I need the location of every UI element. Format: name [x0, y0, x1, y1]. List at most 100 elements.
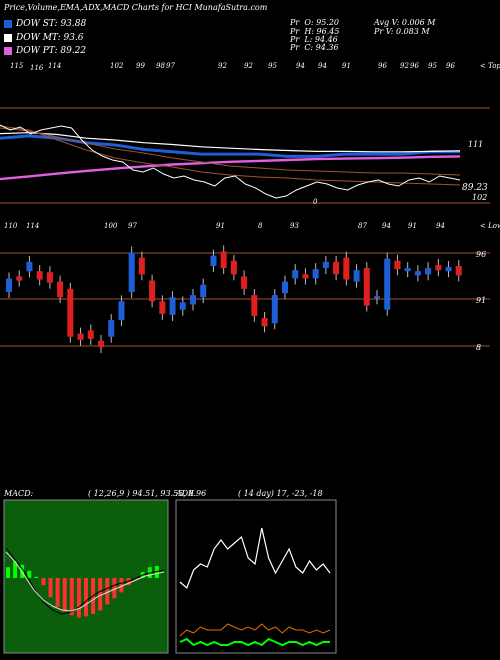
stat-low: Pr L: 94.46	[290, 35, 338, 44]
ema-line-2	[0, 155, 461, 181]
candle-body	[220, 251, 227, 269]
tops-label: 95	[428, 62, 437, 70]
stat-high: Pr H: 96.45	[290, 27, 340, 36]
tops-label: 92	[244, 62, 253, 70]
tops-label: 114	[48, 62, 62, 70]
tops-label: 102	[110, 62, 124, 70]
candle-body	[26, 261, 33, 272]
candle-body	[435, 264, 442, 271]
candle-body	[414, 271, 421, 276]
adx-title: ADX	[176, 489, 194, 498]
macd-bar	[13, 561, 18, 578]
candle-body	[312, 269, 319, 279]
tops-label: 92	[218, 62, 227, 70]
legend-swatch-st	[4, 20, 12, 28]
lows-label: 8	[258, 222, 263, 230]
adx-line-0	[179, 527, 331, 590]
candle-body	[230, 260, 237, 275]
legend-swatch-mt	[4, 34, 12, 42]
candle-body	[87, 330, 94, 339]
ema-line-1	[0, 132, 461, 153]
candle-body	[46, 272, 53, 283]
candle-body	[67, 288, 74, 337]
adx-panel	[175, 499, 337, 654]
right-label-111: 111	[468, 140, 484, 149]
candle-body	[6, 278, 12, 292]
adx-line-2	[179, 637, 330, 647]
candle-body	[210, 255, 217, 266]
macd-bar	[98, 578, 103, 611]
candle-body	[251, 295, 258, 316]
lows-label: 87	[358, 222, 367, 230]
macd-bar	[119, 578, 124, 593]
candle-body	[241, 276, 248, 289]
candle-body	[333, 261, 340, 275]
macd-bar	[34, 576, 39, 578]
candle-body	[374, 296, 380, 299]
candle-body	[108, 320, 115, 337]
candle-body	[36, 271, 43, 280]
legend-dow-pt: DOW PT: 89.22	[4, 45, 86, 57]
macd-line	[5, 551, 165, 612]
candle-body	[394, 260, 401, 270]
legend-dow-st: DOW ST: 93.88	[4, 18, 86, 30]
tops-label: 95	[268, 62, 277, 70]
tops-label: 97	[166, 62, 175, 70]
candle-body	[404, 268, 411, 272]
tops-label: 98	[156, 62, 165, 70]
lows-marker: < Lows	[480, 222, 500, 230]
candle-body	[261, 318, 268, 327]
candle-label-96: 96	[476, 250, 487, 259]
candle-body	[57, 281, 64, 298]
right-label-102: 102	[472, 193, 488, 202]
macd-bar	[76, 578, 81, 618]
legend-dow-mt: DOW MT: 93.6	[4, 32, 84, 44]
macd-bar	[69, 578, 74, 616]
candle-body	[159, 301, 166, 314]
ema-lines	[0, 124, 461, 199]
macd-bar	[48, 578, 53, 598]
adx-values: ( 14 day) 17, -23, -18	[238, 489, 323, 498]
candle-body	[128, 252, 135, 292]
macd-bar	[112, 578, 117, 599]
candle-body	[200, 284, 207, 298]
lows-label: 91	[408, 222, 417, 230]
macd-bar	[84, 578, 88, 617]
macd-bar	[20, 564, 25, 578]
candle-label-8: 8	[476, 343, 482, 352]
candle-body	[282, 281, 288, 294]
macd-bar	[27, 570, 32, 578]
tops-marker: < Tops	[480, 62, 500, 70]
candle-body	[118, 301, 125, 321]
lows-label: 93	[290, 222, 299, 230]
candle-body	[445, 267, 452, 272]
macd-values: ( 12,26,9 ) 94.51, 93.55, 0.96	[88, 489, 207, 498]
tops-label: 116	[30, 64, 44, 72]
lows-label: 110	[4, 222, 18, 230]
tops-label: 94	[318, 62, 327, 70]
macd-bar	[62, 578, 67, 612]
candle-body	[425, 268, 432, 275]
candle-body	[190, 295, 196, 305]
candle-body	[271, 295, 278, 324]
price-volume: Pr V: 0.083 M	[374, 27, 430, 36]
chart-title: Price,Volume,EMA,ADX,MACD Charts for HCI…	[4, 3, 268, 12]
macd-bar	[105, 578, 110, 605]
legend-swatch-pt	[4, 47, 12, 55]
candle-body	[384, 258, 391, 310]
tops-label: 94	[296, 62, 305, 70]
lows-label: 94	[436, 222, 445, 230]
candle-body	[363, 268, 370, 306]
candle-body	[169, 297, 176, 315]
candle-label-91: 91	[476, 296, 487, 305]
mid-label-0: 0	[313, 198, 318, 206]
tops-label: 115	[10, 62, 24, 70]
candle-body	[77, 333, 84, 340]
tops-label: 96	[378, 62, 387, 70]
stat-open: Pr O: 95.20	[290, 18, 340, 27]
candle-body	[302, 274, 309, 279]
lows-label: 100	[104, 222, 118, 230]
tops-label: 96	[410, 62, 419, 70]
candles	[6, 245, 462, 354]
